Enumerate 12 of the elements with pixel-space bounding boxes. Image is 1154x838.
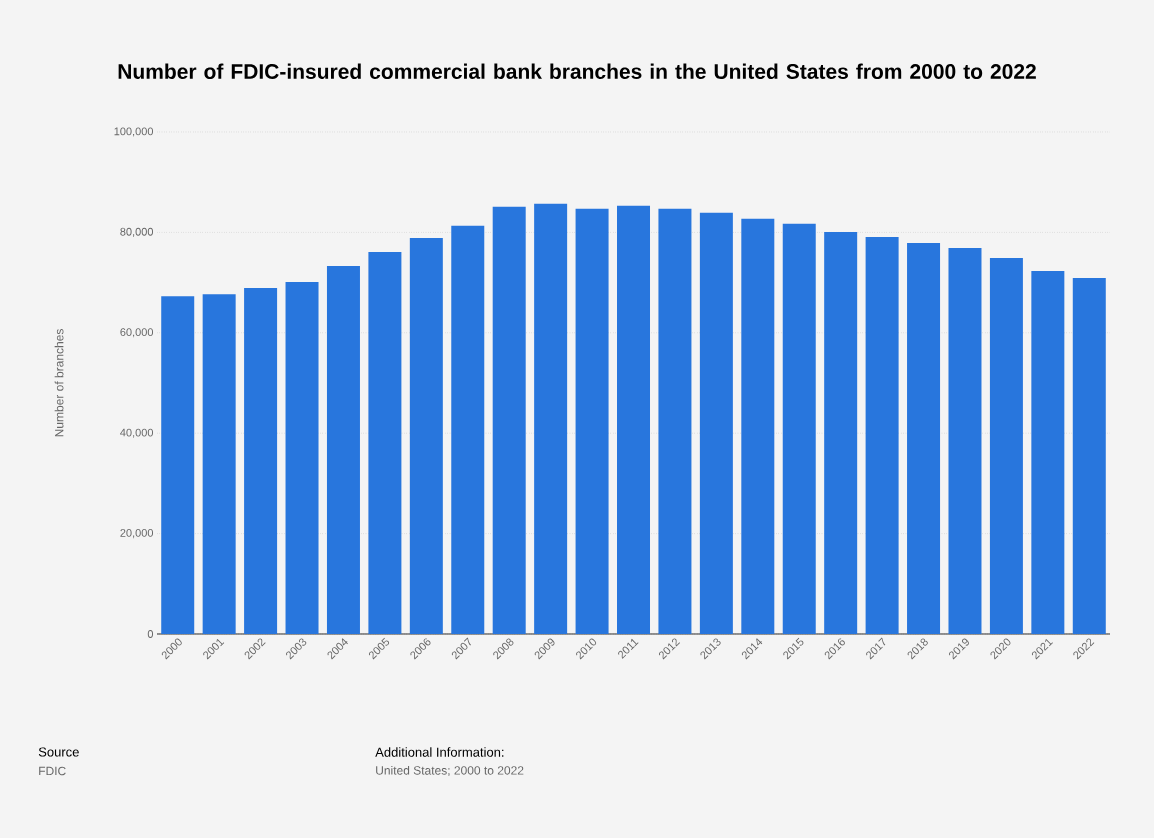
y-tick-label: 40,000 [120, 428, 154, 438]
text: Additional Information: [375, 747, 504, 757]
y-tick-label: 0 [147, 630, 154, 638]
y-tick-label: 20,000 [120, 529, 154, 539]
text: Source [38, 747, 79, 757]
y-tick-label: 80,000 [120, 227, 154, 237]
text: United States; 2000 to 2022 [376, 765, 524, 777]
chart-title: Number of FDIC-insured commercial bank branches in the United States from 2000 to 2022 [118, 63, 1036, 79]
text: FDIC [39, 766, 66, 776]
y-axis-title: Number of branches [54, 329, 64, 437]
y-tick-label: 100,000 [114, 127, 154, 137]
y-tick-label: 60,000 [120, 328, 154, 338]
